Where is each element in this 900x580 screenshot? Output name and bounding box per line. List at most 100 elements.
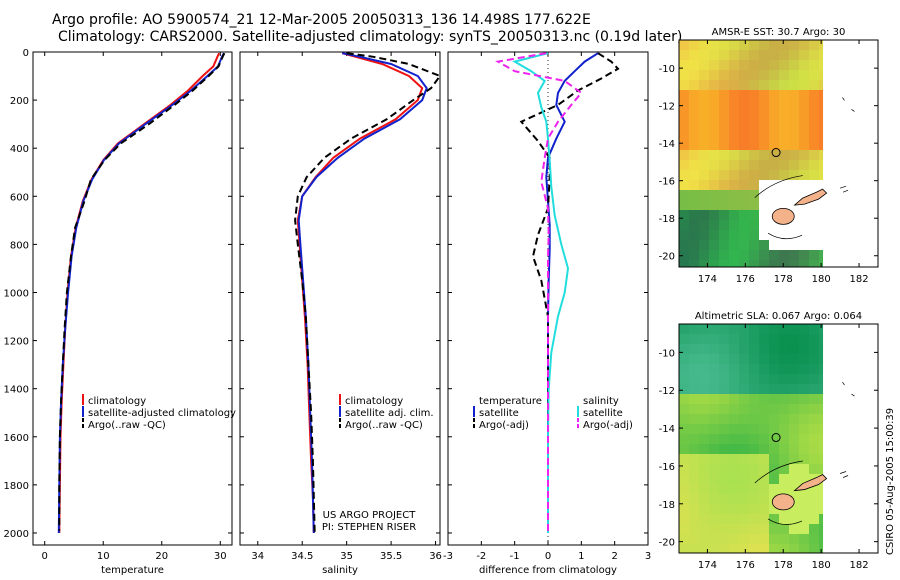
sla-map-cell: [749, 474, 759, 484]
sst-map-cell: [759, 210, 769, 220]
sla-map-cell: [819, 424, 824, 434]
sst-map-cell: [789, 190, 799, 200]
sst-map-cell: [809, 120, 819, 130]
temperature-legend-label: satellite-adjusted climatology: [88, 408, 236, 419]
sst-map-cell: [749, 130, 759, 140]
sst-map-cell: [679, 250, 689, 260]
sla-map-cell: [769, 334, 779, 344]
difference-profile-xtick-label: 0: [545, 551, 551, 562]
sst-map-cell: [769, 190, 779, 200]
sla-map-cell: [689, 394, 699, 404]
sla-map-cell: [769, 544, 779, 553]
sla-map-cell: [739, 344, 749, 354]
sst-map-cell: [809, 260, 819, 267]
sla-map-cell: [779, 414, 789, 424]
sst-map-cell: [689, 210, 699, 220]
sst-map-cell: [729, 170, 739, 180]
sst-map-cell: [749, 150, 759, 160]
sst-map-cell: [749, 240, 759, 250]
sst-map-heatmap-cells: [679, 40, 824, 267]
temperature-profile-ytick-label: 1400: [4, 385, 29, 396]
sla-map-cell: [719, 524, 729, 534]
sla-map-cell: [749, 384, 759, 394]
sst-map-cell: [689, 70, 699, 80]
sst-map-cell: [709, 100, 719, 110]
sst-map-cell: [709, 250, 719, 260]
temperature-profile-ytick-label: 400: [10, 144, 29, 155]
sst-map-cell: [719, 260, 729, 267]
sst-map-cell: [729, 180, 739, 190]
sst-map-cell: [729, 260, 739, 267]
sla-map-cell: [789, 364, 799, 374]
sla-map-cell: [819, 504, 824, 514]
sst-map-cell: [689, 160, 699, 170]
sst-map-cell: [689, 130, 699, 140]
sla-map-cell: [699, 524, 709, 534]
sla-map-cell: [729, 394, 739, 404]
sst-map-cell: [809, 210, 819, 220]
sla-map-cell: [739, 394, 749, 404]
temperature-profile-xlabel: temperature: [101, 565, 164, 576]
sst-map-cell: [699, 140, 709, 150]
sla-map-cell: [769, 384, 779, 394]
sla-map-cell: [809, 534, 819, 544]
sst-map-cell: [709, 140, 719, 150]
temperature-profile-ytick-label: 800: [10, 240, 29, 251]
sst-map-cell: [809, 100, 819, 110]
sst-map-cell: [729, 70, 739, 80]
sst-map-cell: [759, 90, 769, 100]
sla-map-cell: [679, 464, 689, 474]
sla-map-cell: [809, 544, 819, 553]
sla-map-cell: [719, 444, 729, 454]
sst-map-cell: [779, 80, 789, 90]
sla-map-cell: [699, 424, 709, 434]
sst-map-cell: [819, 60, 824, 70]
sla-map-cell: [759, 444, 769, 454]
sla-map-cell: [739, 534, 749, 544]
sst-map-cell: [769, 250, 779, 260]
sla-map-cell: [789, 424, 799, 434]
sla-map-cell: [789, 464, 799, 474]
sst-map-cell: [799, 110, 809, 120]
sst-map-cell: [679, 190, 689, 200]
sla-map-cell: [799, 334, 809, 344]
sst-map-cell: [719, 180, 729, 190]
sst-map-cell: [749, 80, 759, 90]
sst-map-cell: [729, 160, 739, 170]
sla-map-cell: [739, 464, 749, 474]
sla-map-cell: [769, 374, 779, 384]
sla-map-cell: [679, 504, 689, 514]
sst-map-cell: [679, 240, 689, 250]
sst-map-cell: [739, 100, 749, 110]
sst-map-cell: [789, 160, 799, 170]
sst-map-cell: [699, 40, 709, 50]
sst-map-cell: [769, 150, 779, 160]
sst-map-cell: [729, 80, 739, 90]
sla-map-cell: [809, 494, 819, 504]
difference-sal-legend-label: satellite: [583, 408, 623, 419]
sst-map-xtick-label: 174: [698, 274, 717, 285]
sst-map-cell: [749, 60, 759, 70]
difference-sal-legend-label: salinity: [583, 396, 619, 407]
sla-map-cell: [789, 334, 799, 344]
temperature-profile-ytick-label: 1800: [4, 481, 29, 492]
sst-map-cell: [749, 220, 759, 230]
sst-map-cell: [819, 230, 824, 240]
sla-map-cell: [739, 544, 749, 553]
sst-map-cell: [689, 250, 699, 260]
sla-map-ytick-label: -10: [659, 348, 675, 359]
sst-map-cell: [789, 100, 799, 110]
sst-map-cell: [679, 260, 689, 267]
sst-map-cell: [789, 220, 799, 230]
sst-map-cell: [799, 40, 809, 50]
sst-map-cell: [819, 210, 824, 220]
sla-map-cell: [809, 374, 819, 384]
sst-map-cell: [799, 80, 809, 90]
sla-map-cell: [759, 374, 769, 384]
sst-map-cell: [679, 50, 689, 60]
sla-map-cell: [789, 324, 799, 334]
sst-map-cell: [779, 140, 789, 150]
difference-profile-xlabel: difference from climatology: [479, 565, 617, 576]
sla-map-cell: [699, 394, 709, 404]
